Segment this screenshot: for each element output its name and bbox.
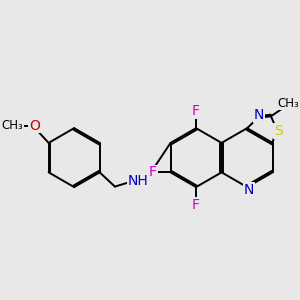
Text: CH₃: CH₃ [2, 119, 23, 132]
Text: S: S [274, 124, 283, 138]
Text: F: F [192, 198, 200, 212]
Text: F: F [192, 104, 200, 118]
Text: N: N [254, 108, 264, 122]
Text: CH₃: CH₃ [278, 97, 299, 110]
Text: NH: NH [128, 175, 148, 188]
Text: O: O [29, 118, 40, 133]
Text: N: N [243, 183, 254, 196]
Text: F: F [149, 165, 157, 179]
